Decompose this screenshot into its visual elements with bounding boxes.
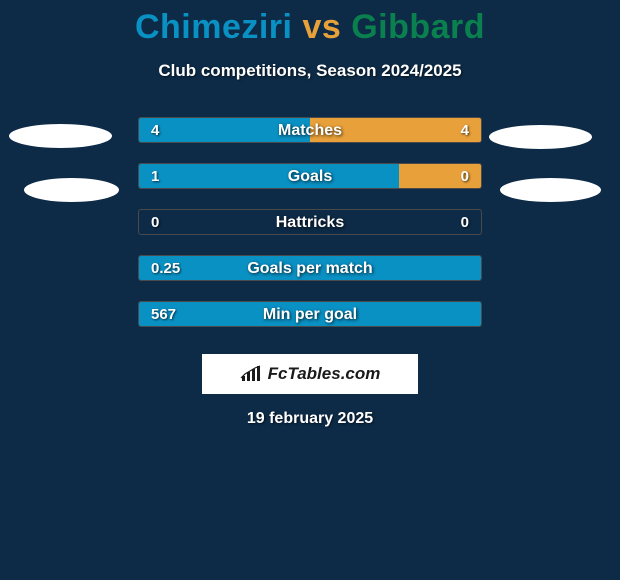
left-value: 0 — [151, 210, 159, 236]
right-value: 0 — [461, 210, 469, 236]
left-bar-fill — [139, 164, 399, 188]
stat-bar: 567Min per goal — [138, 301, 482, 327]
stat-row: 567Min per goal — [0, 301, 620, 347]
player-marker-ellipse — [24, 178, 119, 202]
stat-bar: 0.25Goals per match — [138, 255, 482, 281]
left-bar-fill — [139, 118, 310, 142]
left-bar-fill — [139, 256, 481, 280]
date-text: 19 february 2025 — [0, 410, 620, 428]
subtitle: Club competitions, Season 2024/2025 — [0, 61, 620, 81]
chart-icon — [240, 365, 262, 383]
player-marker-ellipse — [489, 125, 592, 149]
stat-bar: 0 0Hattricks — [138, 209, 482, 235]
stat-row: 0.25Goals per match — [0, 255, 620, 301]
fctables-logo: FcTables.com — [202, 354, 418, 394]
left-value: 1 — [151, 164, 159, 190]
stat-bar: 10Goals — [138, 163, 482, 189]
right-value: 0 — [461, 164, 469, 190]
stat-row: 0 0Hattricks — [0, 209, 620, 255]
stat-bar: 44Matches — [138, 117, 482, 143]
comparison-title: Chimeziri vs Gibbard — [0, 0, 620, 47]
left-value: 567 — [151, 302, 176, 328]
right-value: 4 — [461, 118, 469, 144]
left-bar-fill — [139, 302, 481, 326]
logo-text: FcTables.com — [268, 364, 381, 384]
left-value: 4 — [151, 118, 159, 144]
player2-name: Gibbard — [351, 8, 485, 46]
stat-label: Hattricks — [139, 210, 481, 236]
left-value: 0.25 — [151, 256, 180, 282]
stats-container: 44Matches10Goals00Hattricks0.25Goals per… — [0, 117, 620, 347]
player-marker-ellipse — [9, 124, 112, 148]
player-marker-ellipse — [500, 178, 601, 202]
player1-name: Chimeziri — [135, 8, 293, 46]
right-bar-fill — [310, 118, 481, 142]
vs-text: vs — [302, 8, 341, 46]
